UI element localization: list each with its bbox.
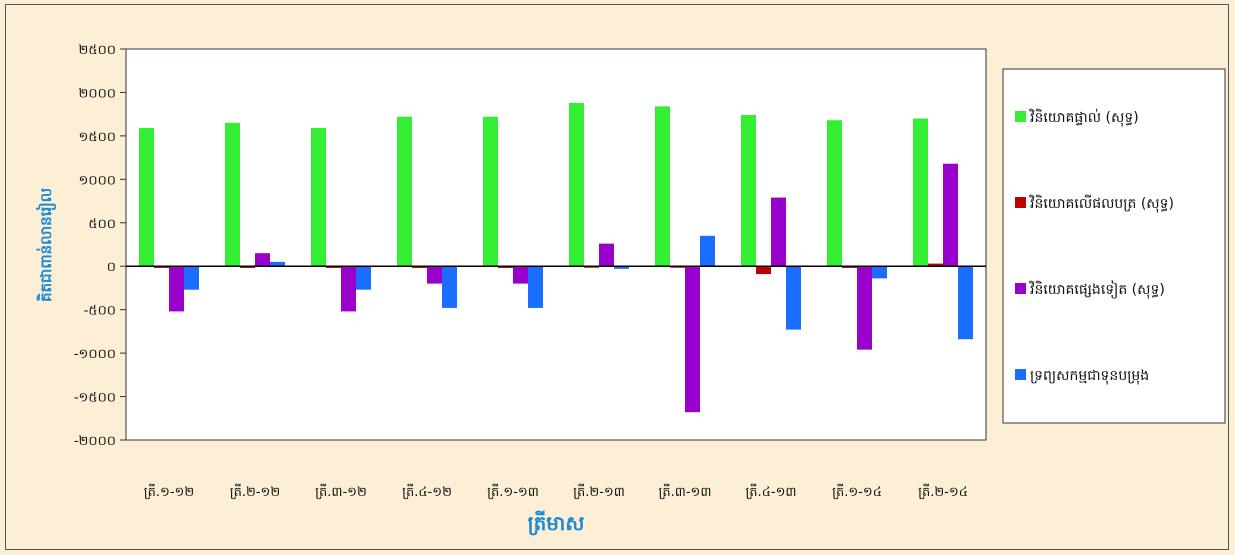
y-axis-title: គិតជាពាន់លានរៀល bbox=[36, 188, 57, 302]
legend-swatch bbox=[1015, 111, 1026, 122]
bar bbox=[442, 266, 457, 308]
legend-box bbox=[1002, 68, 1226, 424]
x-tick-label: ត្រី.៤-១៣ bbox=[745, 483, 796, 500]
legend-label: វិនិយោគផ្សេងទៀត (សុទ្ធ) bbox=[1028, 280, 1164, 299]
y-tick-label: ១០០០ bbox=[79, 173, 116, 188]
bar bbox=[225, 122, 240, 267]
bars bbox=[139, 102, 973, 413]
bar bbox=[655, 106, 670, 267]
y-tick-label: -២០០០ bbox=[74, 434, 116, 449]
x-axis-title: ត្រីមាស bbox=[528, 510, 585, 536]
x-axis: ត្រី.១-១២ ត្រី.២-១២ ត្រី.៣-១២ ត្រី.៤-១២ ត្រី… bbox=[144, 483, 968, 500]
y-tick-label: ២០០០ bbox=[79, 86, 116, 101]
bar bbox=[427, 266, 442, 284]
y-tick-label: -៥០០ bbox=[84, 304, 116, 319]
y-axis: -២០០០ -១៥០០ -១០០០ -៥០០ ០ ៥០០ ១០០០ ១៥០០ ២០០០ ២៥០០ bbox=[74, 43, 126, 449]
bar bbox=[397, 116, 412, 267]
legend-label: វិនិយោគលើផលបត្រ (សុទ្ធ) bbox=[1028, 194, 1174, 213]
bar bbox=[483, 116, 498, 267]
y-tick-label: -១៥០០ bbox=[74, 391, 116, 406]
bar bbox=[685, 266, 700, 413]
bar bbox=[311, 128, 326, 267]
x-tick-label: ត្រី.១-១២ bbox=[144, 483, 194, 500]
bar bbox=[326, 266, 341, 268]
bar bbox=[700, 235, 715, 267]
bar bbox=[240, 266, 255, 268]
bar bbox=[356, 266, 371, 290]
bar bbox=[872, 266, 887, 279]
bar bbox=[184, 266, 199, 290]
x-tick-label: ត្រី.១-១៤ bbox=[832, 483, 882, 500]
bar bbox=[169, 266, 184, 312]
bar bbox=[943, 163, 958, 267]
bar bbox=[958, 266, 973, 340]
bar bbox=[771, 197, 786, 267]
bar bbox=[756, 266, 771, 275]
legend-label: ទ្រព្យសកម្មជាទុនបម្រុង bbox=[1030, 368, 1149, 385]
bar bbox=[569, 102, 584, 267]
bar bbox=[498, 266, 513, 268]
legend-label: វិនិយោគផ្ទាល់ (សុទ្ធ) bbox=[1028, 108, 1138, 127]
x-tick-label: ត្រី.១-១៣ bbox=[487, 483, 539, 500]
plot-area bbox=[125, 48, 987, 441]
bar bbox=[599, 243, 614, 267]
bar bbox=[857, 266, 872, 350]
bar bbox=[513, 266, 528, 284]
x-tick-label: ត្រី.៣-១២ bbox=[315, 483, 367, 500]
y-tick-label: ១៥០០ bbox=[79, 130, 116, 145]
y-tick-label: ៥០០ bbox=[88, 217, 116, 232]
bar bbox=[154, 266, 169, 268]
bar bbox=[827, 120, 842, 267]
x-tick-label: ត្រី.២-១៤ bbox=[918, 483, 968, 500]
bar bbox=[139, 128, 154, 267]
bar bbox=[270, 261, 285, 267]
bar bbox=[341, 266, 356, 312]
legend-swatch bbox=[1015, 369, 1026, 380]
bar bbox=[614, 266, 629, 269]
bar bbox=[786, 266, 801, 330]
bar bbox=[842, 266, 857, 268]
legend-swatch bbox=[1015, 197, 1026, 208]
legend-swatch bbox=[1015, 283, 1026, 294]
bar bbox=[412, 266, 427, 268]
y-tick-label: -១០០០ bbox=[74, 347, 116, 362]
bar bbox=[255, 253, 270, 267]
bar bbox=[528, 266, 543, 308]
legend: វិនិយោគផ្ទាល់ (សុទ្ធ) វិនិយោគលើផលបត្រ (សុ… bbox=[1015, 108, 1174, 385]
y-tick-label: ២៥០០ bbox=[79, 43, 116, 58]
x-tick-label: ត្រី.២-១៣ bbox=[573, 483, 625, 500]
x-tick-label: ត្រី.៤-១២ bbox=[402, 483, 452, 500]
bar bbox=[913, 118, 928, 267]
bar bbox=[928, 263, 943, 267]
x-tick-label: ត្រី.៣-១៣ bbox=[658, 483, 711, 500]
bar bbox=[741, 115, 756, 267]
x-tick-label: ត្រី.២-១២ bbox=[230, 483, 280, 500]
y-tick-label: ០ bbox=[107, 260, 116, 275]
